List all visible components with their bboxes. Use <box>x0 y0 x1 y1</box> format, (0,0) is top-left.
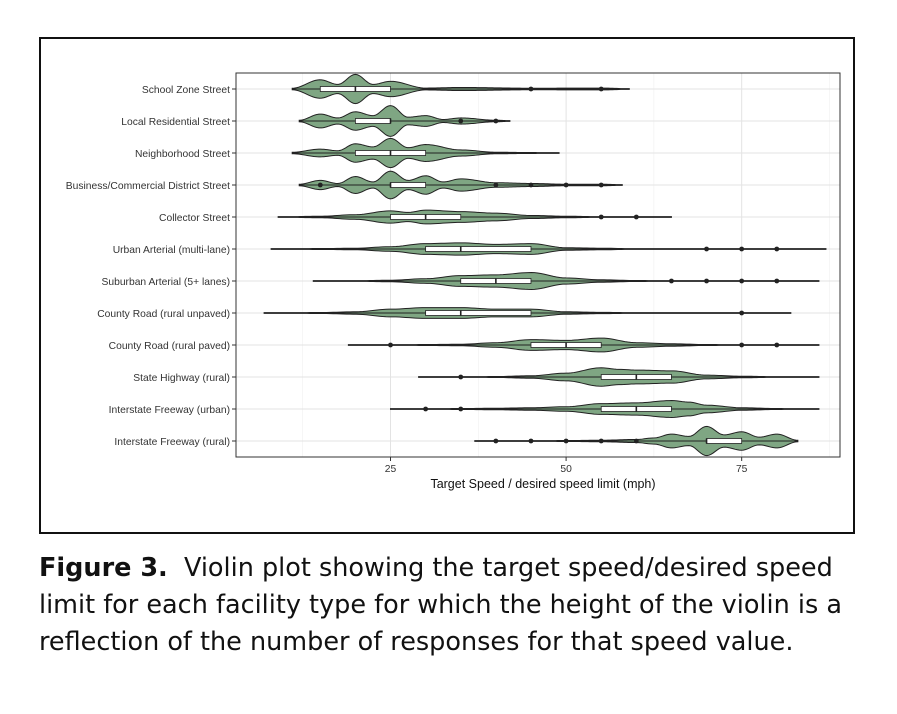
outlier-point <box>739 278 745 284</box>
outlier-point <box>598 438 604 444</box>
outlier-point <box>704 246 709 252</box>
box-7 <box>425 310 532 316</box>
y-tick-label: Business/Commercial District Street <box>66 181 230 192</box>
outlier-point <box>493 182 499 188</box>
plot-border <box>235 72 841 458</box>
box-11 <box>706 438 743 444</box>
y-tick-label: Local Residential Street <box>121 117 230 128</box>
figure-frame: School Zone Street Local Residential Stre… <box>39 37 855 534</box>
outlier-point <box>528 438 534 444</box>
violin-chart: School Zone Street Local Residential Stre… <box>66 72 841 491</box>
caption-label: Figure 3. <box>39 553 168 583</box>
outlier-point <box>563 182 569 188</box>
outlier-point <box>458 406 464 412</box>
x-tick-label: 50 <box>560 464 572 475</box>
y-tick-label: Urban Arterial (multi-lane) <box>113 245 230 256</box>
y-tick-label: Interstate Freeway (urban) <box>109 405 230 416</box>
outlier-point <box>458 118 464 124</box>
outlier-point <box>774 246 780 252</box>
y-tick-label: County Road (rural unpaved) <box>97 309 230 320</box>
outlier-point <box>493 118 499 124</box>
y-tick-label: Collector Street <box>159 213 230 224</box>
box-5 <box>425 246 532 252</box>
outlier-point <box>739 310 745 316</box>
outlier-point <box>317 182 323 188</box>
outlier-point <box>493 438 499 444</box>
outlier-point <box>774 278 780 284</box>
outlier-point <box>598 86 604 92</box>
outlier-point <box>388 342 393 348</box>
y-tick-label: State Highway (rural) <box>133 373 230 384</box>
outlier-point <box>774 342 780 348</box>
outlier-point <box>739 246 745 252</box>
outlier-point <box>598 214 604 220</box>
outlier-point <box>739 342 745 348</box>
outlier-point <box>423 406 429 412</box>
figure-caption: Figure 3. Violin plot showing the target… <box>39 550 859 661</box>
y-tick-label: School Zone Street <box>142 85 230 96</box>
y-tick-label: Neighborhood Street <box>135 149 230 160</box>
outlier-point <box>633 438 639 444</box>
outlier-point <box>563 438 569 444</box>
caption-text: Violin plot showing the target speed/des… <box>39 553 842 657</box>
outlier-point <box>528 86 534 92</box>
y-tick-label: County Road (rural paved) <box>109 341 230 352</box>
outlier-point <box>633 214 639 220</box>
plot-panel <box>236 73 840 457</box>
y-tick-label: Interstate Freeway (rural) <box>114 437 230 448</box>
outlier-point <box>598 182 604 188</box>
box-1 <box>354 118 391 124</box>
y-tick-label: Suburban Arterial (5+ lanes) <box>102 277 231 288</box>
box-3 <box>390 182 427 188</box>
outlier-point <box>669 278 674 284</box>
outlier-point <box>704 278 709 284</box>
x-axis-label: Target Speed / desired speed limit (mph) <box>430 477 655 491</box>
x-tick-label: 25 <box>385 464 397 475</box>
outlier-point <box>528 182 534 188</box>
x-tick-label: 75 <box>736 464 748 475</box>
outlier-point <box>458 374 464 380</box>
